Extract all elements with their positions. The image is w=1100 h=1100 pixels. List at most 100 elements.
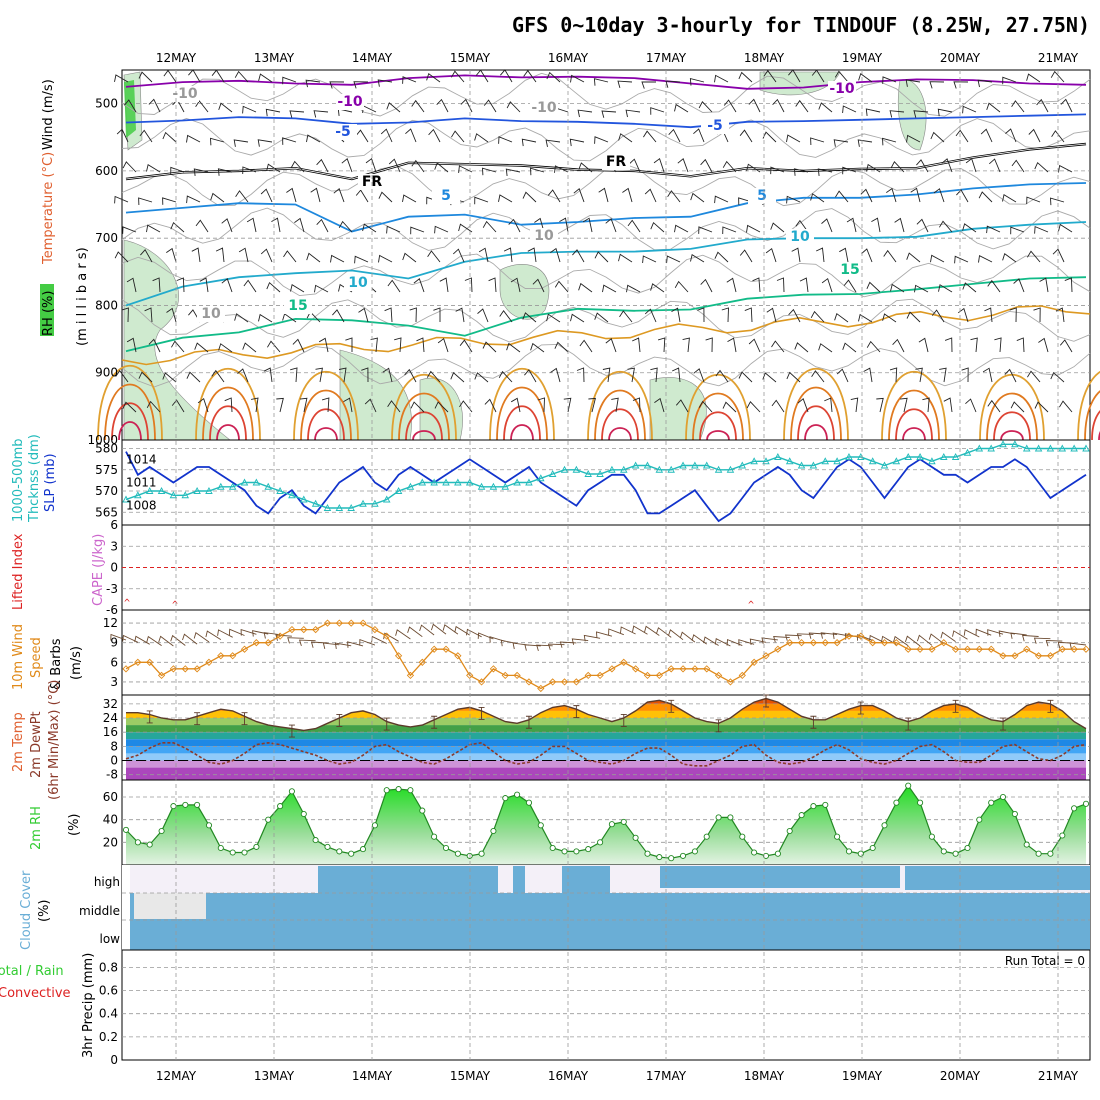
isotherm-5 [125,182,1087,233]
wind-barb [643,130,657,143]
minmax-bar [431,715,438,729]
wind-barb [522,191,537,203]
surface-wind-barb [916,634,933,646]
minmax-bar [288,724,295,738]
wind-barb [234,70,249,83]
wind-barb [835,190,849,203]
rh-point [525,799,533,806]
wind-barb [771,340,785,353]
warm-isotherm [510,424,534,441]
rh-point [253,843,260,850]
rh-point [419,807,426,814]
thickness-point [122,495,130,503]
wind-barb [387,400,401,413]
contour-label: 10 [790,229,810,245]
wind-barb [267,340,281,353]
wind-barb [632,337,641,353]
surface-wind-barb [808,632,826,639]
day-gridlines [175,70,1059,1060]
wind-barb [361,367,369,383]
wind-barb [282,137,297,145]
cloud-grid [122,892,1090,921]
precip-tick-label: 0.8 [99,960,118,974]
rh-patch-high [124,80,136,138]
wind-barb [505,168,521,177]
rh-point [845,848,853,855]
rh-point [288,788,295,795]
temp-band [126,739,1086,747]
wind-barb [215,247,225,263]
wind-barbs [114,69,1073,413]
wind-barb [218,102,233,113]
warm-isotherm [314,427,338,441]
wind-speed-point [608,665,616,673]
wind-barb [426,370,441,383]
wind-barb [786,195,801,204]
surface-wind-barb [608,628,624,636]
warm-isotherm [503,405,541,441]
wind-barb [123,99,137,113]
surface-wind-barb [784,634,802,641]
warm-isotherm [209,405,247,441]
wind-barb [260,188,273,203]
wind-barb [811,370,825,383]
wind-barb [186,195,201,204]
wind-barb [905,79,921,87]
thickness-line [125,443,1086,509]
wind-barb [593,78,609,86]
wind-barb [409,307,417,323]
wind-barb [484,398,497,413]
isotherm-fr-inner [125,143,1087,180]
wind-barb [933,188,945,203]
wind-barb [594,312,609,323]
surface-wind-barb [310,641,328,648]
thickness-point [916,453,924,460]
surface-wind-barb [868,634,885,644]
wind-barb [499,310,513,323]
wind-barb [221,218,233,233]
surface-wind-barb [975,628,992,636]
wind-speed-point [987,645,995,653]
wind-speed-point [679,665,687,673]
wind-barb [641,81,656,89]
lifted-index-tick-label: 0 [110,561,118,575]
wind-barb [690,253,705,263]
wind-barb [242,105,257,114]
wind-barb [579,339,593,353]
temp-tick-label: -8 [106,768,118,782]
thickness-ylabel: 1000-500mb [11,438,26,522]
wind-barb [434,225,449,234]
wind-barb [824,397,833,413]
wind-barb [316,158,329,173]
wind-barb [146,400,161,413]
cloud-high-4 [660,866,900,888]
wind-barb [650,221,665,233]
wind-barb [233,139,249,147]
wind-barb [677,158,689,173]
date-label-bottom: 15MAY [450,1069,491,1083]
thickness-point [264,482,272,490]
wind-barb [916,159,929,173]
wind-barb [886,187,897,203]
rh-point [656,854,663,861]
contour-label: -5 [707,118,723,134]
date-label-top: 17MAY [646,51,687,65]
wind-barb [962,282,977,293]
wind-speed-point [217,652,225,660]
wind-speed-point [442,645,450,653]
wind-barb [876,397,884,413]
wind-barb [698,226,713,234]
wind-tick-label: 6 [110,655,118,669]
wind-barb [474,196,489,205]
wind-barb [176,277,185,293]
wind-barb [846,217,857,233]
wind-barb [1028,128,1041,143]
surface-wind-barb [773,636,790,643]
wind-barb [338,220,353,233]
wind-barb [1058,223,1073,233]
thickness-point [892,457,901,465]
wind-barb [382,367,393,383]
thickness-tick-label: 570 [95,484,118,498]
wind-barb [916,218,929,233]
wind-barb [114,74,129,83]
